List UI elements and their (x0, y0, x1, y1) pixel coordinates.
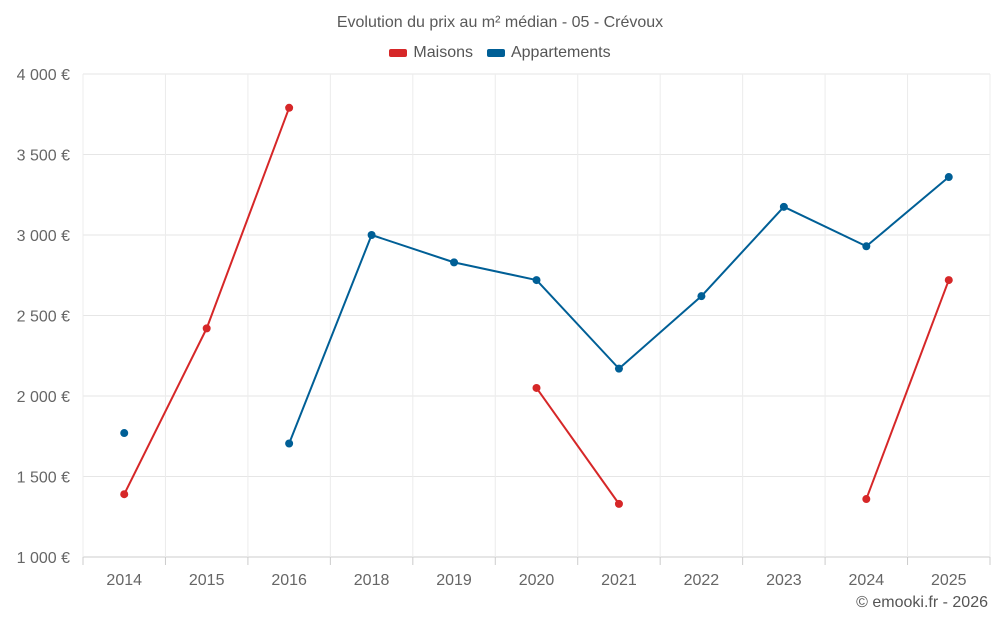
x-tick-label: 2022 (684, 572, 720, 589)
series-line-maisons (865, 279, 950, 500)
y-tick-label: 1 500 € (17, 470, 70, 487)
y-tick-label: 2 500 € (17, 309, 70, 326)
data-point-appartements (614, 364, 623, 373)
data-point-appartements (944, 173, 953, 182)
legend: Maisons Appartements (0, 44, 1000, 62)
series-line-maisons (123, 107, 291, 495)
x-tick-label: 2015 (189, 572, 225, 589)
data-point-maisons (285, 103, 294, 112)
chart-title: Evolution du prix au m² médian - 05 - Cr… (336, 14, 664, 31)
data-point-appartements (450, 258, 459, 267)
x-tick-label: 2024 (849, 572, 885, 589)
x-tick-label: 2020 (519, 572, 555, 589)
data-point-maisons (532, 383, 541, 392)
series-line-maisons (535, 387, 620, 505)
series-line-appartements (288, 176, 950, 444)
x-tick-label: 2018 (354, 572, 390, 589)
data-point-appartements (367, 231, 376, 239)
legend-swatch-appartements (486, 49, 505, 57)
x-tick-label: 2021 (601, 572, 637, 589)
y-tick-label: 1 000 € (17, 550, 70, 567)
data-point-maisons (202, 324, 211, 333)
legend-swatch-maisons (389, 49, 408, 57)
y-tick-label: 4 000 € (17, 67, 70, 84)
y-tick-label: 3 000 € (17, 228, 70, 245)
y-tick-label: 2 000 € (17, 389, 70, 406)
data-point-appartements (532, 276, 541, 285)
data-point-maisons (120, 490, 129, 499)
x-tick-label: 2023 (766, 572, 802, 589)
x-tick-label: 2016 (271, 572, 307, 589)
data-point-maisons (614, 499, 623, 508)
data-point-maisons (944, 276, 953, 285)
legend-label-maisons: Maisons (413, 44, 473, 61)
legend-item-appartements[interactable]: Appartements (486, 44, 611, 62)
x-tick-label: 2025 (931, 572, 967, 589)
legend-item-maisons[interactable]: Maisons (389, 44, 473, 62)
data-point-appartements (285, 439, 294, 448)
legend-label-appartements: Appartements (510, 44, 611, 61)
x-tick-label: 2019 (436, 572, 472, 589)
y-tick-label: 3 500 € (17, 148, 70, 165)
x-tick-label: 2014 (106, 572, 142, 589)
data-point-maisons (862, 495, 871, 504)
data-point-appartements (697, 292, 706, 301)
data-point-appartements (862, 242, 871, 251)
data-point-appartements (120, 429, 129, 438)
data-point-appartements (779, 202, 788, 211)
credit-text: © emooki.fr - 2026 (856, 594, 988, 611)
